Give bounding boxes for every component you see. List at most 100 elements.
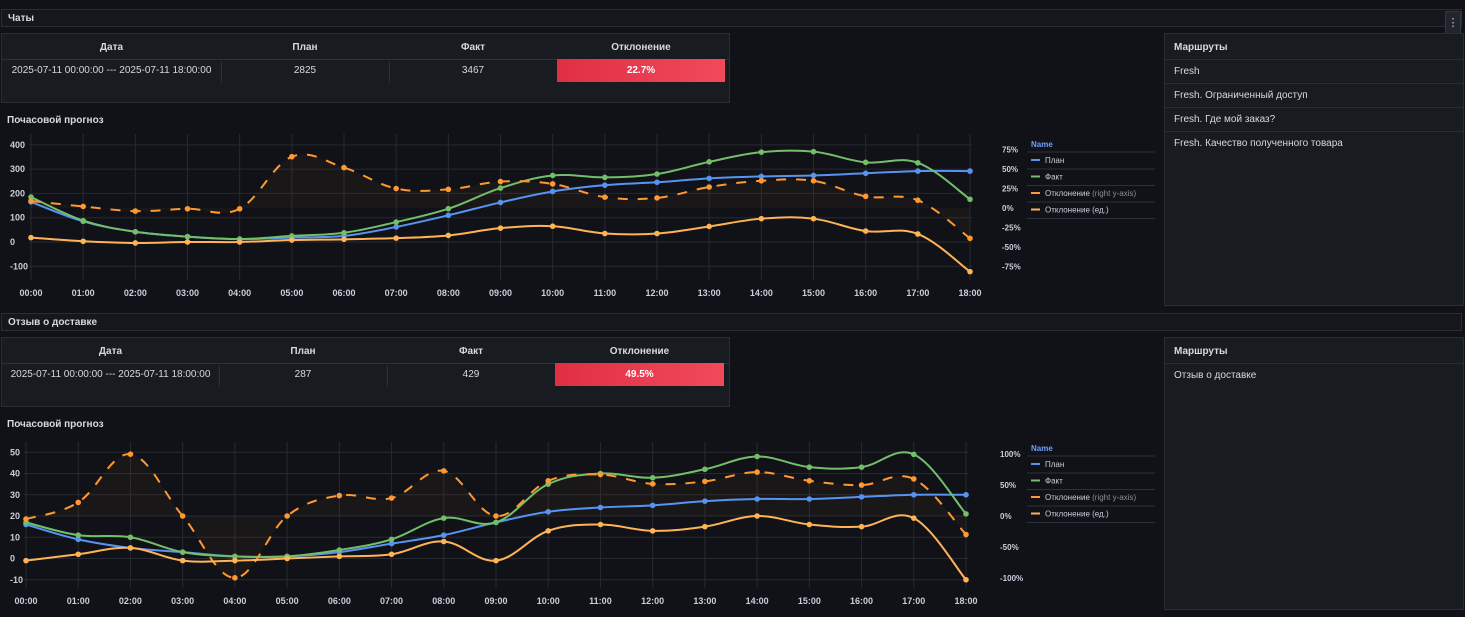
data-point bbox=[706, 184, 712, 190]
chart-title: Почасовой прогноз bbox=[7, 419, 104, 430]
x-tick-label: 16:00 bbox=[850, 596, 873, 606]
data-point bbox=[963, 491, 969, 498]
data-point bbox=[388, 551, 395, 558]
row-header-delivery-feedback[interactable]: Отзыв о доставке bbox=[1, 313, 1462, 331]
route-item[interactable]: Fresh bbox=[1165, 59, 1463, 83]
data-point bbox=[75, 536, 82, 543]
x-tick-label: 18:00 bbox=[954, 596, 977, 606]
legend-item[interactable]: Отклонение (ед.) bbox=[1045, 510, 1109, 519]
data-point bbox=[758, 173, 765, 180]
route-item[interactable]: Fresh. Качество полученного товара bbox=[1165, 131, 1463, 155]
data-point bbox=[806, 477, 813, 484]
data-point bbox=[179, 557, 186, 564]
col-header-plan[interactable]: План bbox=[290, 346, 316, 357]
data-point bbox=[545, 528, 552, 534]
x-tick-label: 17:00 bbox=[906, 288, 929, 298]
data-point bbox=[806, 496, 813, 502]
route-item[interactable]: Fresh. Где мой заказ? bbox=[1165, 107, 1463, 131]
x-tick-label: 14:00 bbox=[750, 288, 773, 298]
data-point bbox=[127, 534, 134, 541]
x-tick-label: 05:00 bbox=[280, 288, 303, 298]
legend-item[interactable]: Отклонение (right y-axis) bbox=[1045, 189, 1136, 198]
y-tick-label: 200 bbox=[10, 188, 25, 198]
data-point bbox=[236, 205, 243, 212]
col-header-deviation[interactable]: Отклонение bbox=[611, 42, 671, 53]
y2-tick-label: 0% bbox=[1000, 512, 1012, 521]
legend-axis-note: (right y-axis) bbox=[1090, 189, 1137, 198]
data-point bbox=[702, 466, 708, 473]
row-header-chats[interactable]: Чаты bbox=[1, 9, 1462, 27]
y2-tick-label: 75% bbox=[1002, 146, 1018, 155]
legend-item[interactable]: Факт bbox=[1045, 173, 1063, 182]
data-point bbox=[341, 229, 347, 236]
data-point bbox=[393, 185, 399, 192]
hourly-forecast-chart[interactable]: 00:00 01:00 02:00 03:00 04:00 05:00 06:00 07:00… bbox=[0, 434, 1160, 614]
x-tick-label: 06:00 bbox=[328, 596, 351, 606]
data-point bbox=[23, 557, 29, 564]
data-point bbox=[810, 178, 817, 184]
summary-table-chats: Дата План Факт Отклонение 2025-07-11 00:… bbox=[1, 33, 730, 103]
data-point bbox=[910, 451, 917, 458]
data-point bbox=[654, 171, 660, 177]
col-header-fact[interactable]: Факт bbox=[461, 42, 485, 53]
data-point bbox=[706, 175, 712, 182]
data-point bbox=[967, 268, 973, 275]
legend-item[interactable]: Отклонение (ед.) bbox=[1045, 206, 1109, 215]
col-header-fact[interactable]: Факт bbox=[459, 346, 483, 357]
cell-separator bbox=[219, 365, 220, 387]
col-header-deviation[interactable]: Отклонение bbox=[609, 346, 670, 357]
x-tick-label: 18:00 bbox=[958, 288, 981, 298]
data-point bbox=[810, 148, 817, 155]
data-point bbox=[649, 502, 656, 509]
x-tick-label: 13:00 bbox=[698, 288, 721, 298]
kebab-menu-icon[interactable]: ⋮ bbox=[1445, 11, 1461, 35]
data-point bbox=[232, 575, 238, 581]
data-point bbox=[597, 471, 604, 478]
x-tick-label: 08:00 bbox=[437, 288, 460, 298]
data-point bbox=[545, 477, 552, 484]
data-point bbox=[28, 234, 34, 241]
cell-separator bbox=[221, 61, 222, 83]
x-tick-label: 14:00 bbox=[746, 596, 769, 606]
x-tick-label: 16:00 bbox=[854, 288, 877, 298]
data-point bbox=[493, 519, 499, 526]
y-tick-label: 40 bbox=[10, 469, 20, 479]
data-point bbox=[758, 215, 765, 222]
col-header-date[interactable]: Дата bbox=[98, 346, 123, 357]
col-header-plan[interactable]: План bbox=[292, 42, 318, 53]
data-point bbox=[810, 172, 817, 179]
data-point bbox=[493, 513, 499, 519]
legend-item[interactable]: План bbox=[1045, 156, 1064, 165]
cell-date: 2025-07-11 00:00:00 --- 2025-07-11 18:00… bbox=[11, 65, 212, 76]
cell-deviation: 49.5% bbox=[555, 363, 724, 386]
data-point bbox=[127, 451, 134, 457]
legend-item[interactable]: Отклонение (right y-axis) bbox=[1045, 493, 1136, 502]
data-point bbox=[341, 236, 347, 243]
x-tick-label: 02:00 bbox=[119, 596, 142, 606]
data-point bbox=[75, 499, 82, 506]
data-point bbox=[28, 194, 34, 200]
series-area bbox=[31, 154, 970, 239]
data-point bbox=[858, 494, 865, 500]
data-point bbox=[132, 229, 139, 235]
x-tick-label: 01:00 bbox=[67, 596, 90, 606]
legend-item[interactable]: Факт bbox=[1045, 477, 1063, 486]
route-item[interactable]: Fresh. Ограниченный доступ bbox=[1165, 83, 1463, 107]
x-tick-label: 07:00 bbox=[380, 596, 403, 606]
y2-tick-label: -50% bbox=[1000, 543, 1019, 552]
col-header-date[interactable]: Дата bbox=[99, 42, 124, 53]
legend-axis-note: (right y-axis) bbox=[1090, 493, 1137, 502]
route-item[interactable]: Отзыв о доставке bbox=[1165, 363, 1463, 387]
data-point bbox=[754, 469, 760, 475]
hourly-forecast-chart[interactable]: 00:00 01:00 02:00 03:00 04:00 05:00 06:00 07:00… bbox=[0, 130, 1160, 310]
routes-title: Маршруты bbox=[1174, 42, 1228, 53]
y2-tick-label: -25% bbox=[1002, 223, 1021, 232]
x-tick-label: 09:00 bbox=[489, 288, 512, 298]
data-point bbox=[80, 203, 86, 210]
data-point bbox=[602, 174, 608, 181]
data-point bbox=[393, 224, 399, 230]
data-point bbox=[754, 496, 760, 502]
data-point bbox=[132, 208, 139, 214]
row-title: Отзыв о доставке bbox=[8, 317, 98, 328]
legend-item[interactable]: План bbox=[1045, 460, 1064, 469]
